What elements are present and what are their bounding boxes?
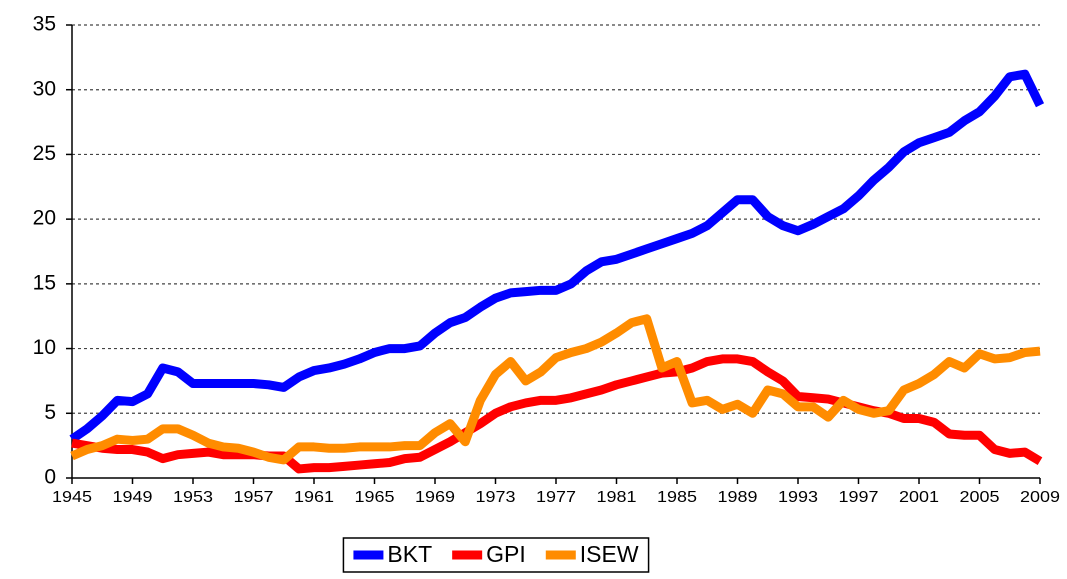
x-tick-label: 1949 [113,489,153,506]
x-tick-label: 1989 [718,489,758,506]
y-tick-label: 5 [44,401,56,424]
y-tick-label: 0 [44,466,56,489]
x-tick-label: 1973 [476,489,516,506]
x-tick-label: 1953 [173,489,213,506]
legend-label: ISEW [580,541,639,567]
y-tick-label: 20 [33,207,56,230]
series-line [71,354,1043,474]
x-tick-label: 2001 [899,489,939,506]
y-tick-label: 10 [33,336,56,359]
legend-box [342,537,650,573]
x-tick-label: 1977 [536,489,576,506]
x-tick-label: 1981 [597,489,637,506]
legend-label: BKT [387,541,432,567]
y-tick-label: 35 [33,13,56,36]
legend-label: GPI [486,541,526,567]
x-tick-label: 2005 [960,489,1000,506]
x-tick-label: 1969 [415,489,455,506]
x-tick-label: 1961 [294,489,334,506]
y-tick-label: 25 [33,142,56,165]
x-tick-label: 1965 [355,489,395,506]
x-tick-label: 2009 [1020,489,1060,506]
y-tick-label: 15 [33,271,56,294]
x-tick-label: 1957 [234,489,274,506]
x-tick-label: 1993 [778,489,818,506]
x-tick-label: 1945 [52,489,92,506]
y-tick-label: 30 [33,77,56,100]
x-tick-label: 1985 [657,489,697,506]
series-line [69,69,1045,443]
x-tick-label: 1997 [839,489,879,506]
series-line [70,314,1041,465]
